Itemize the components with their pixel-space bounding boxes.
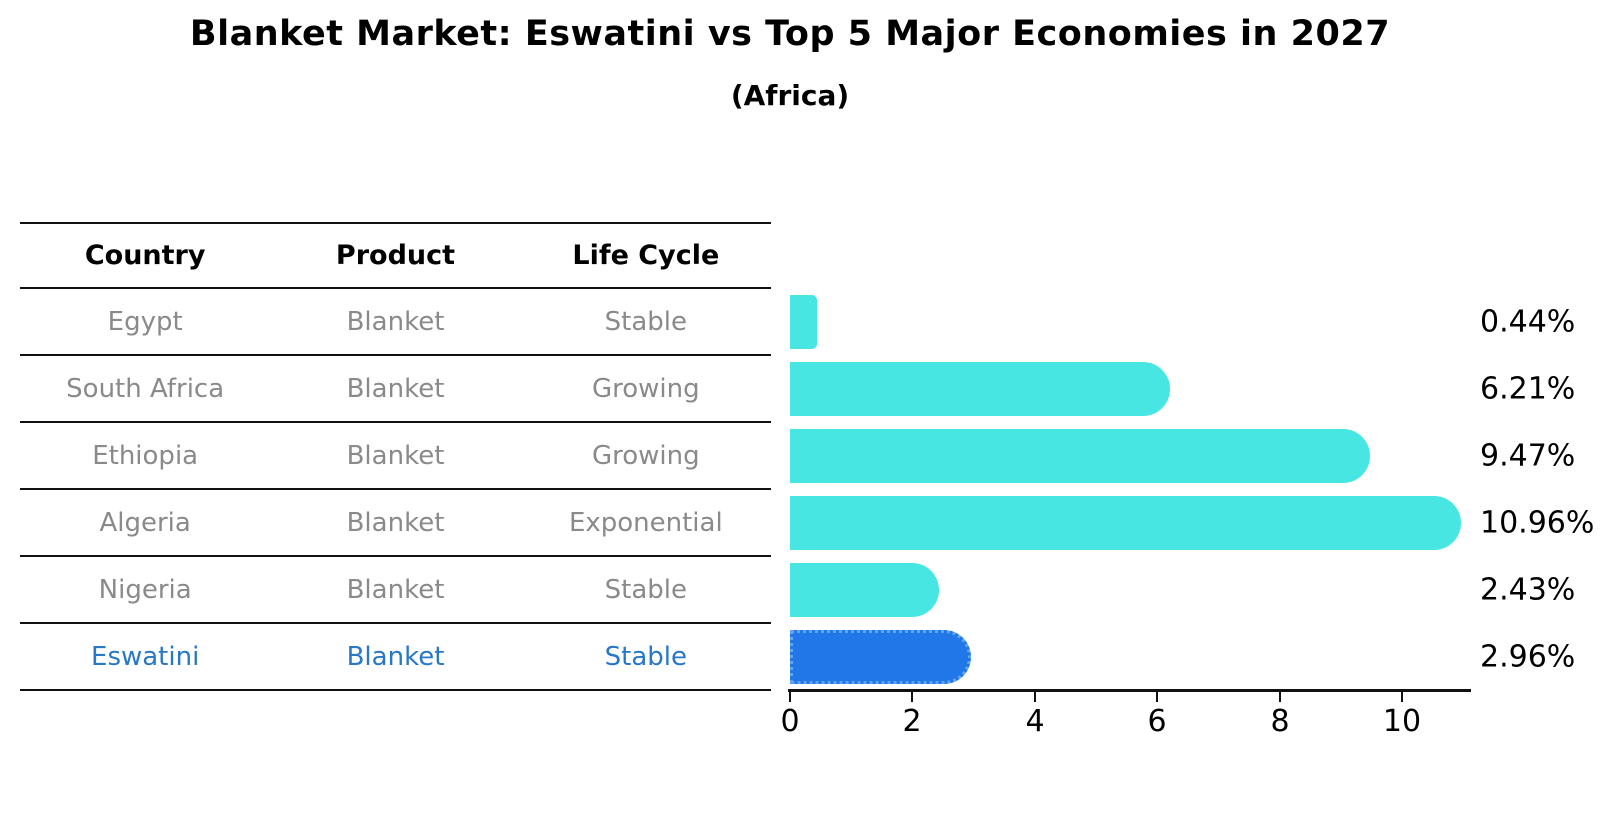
table-header-rule: [20, 287, 771, 289]
bar-nigeria: [790, 563, 939, 617]
table-row: South Africa Blanket Growing: [20, 355, 771, 422]
x-tick-label: 8: [1270, 704, 1290, 739]
country-cell: Egypt: [107, 306, 183, 337]
table-row-rule: [20, 421, 771, 423]
bar-ethiopia: [790, 429, 1370, 483]
column-header-product: Product: [335, 240, 456, 271]
product-cell: Blanket: [346, 373, 445, 404]
column-header-lifecycle: Life Cycle: [572, 240, 720, 271]
bar-eswatini: [790, 630, 971, 684]
lifecycle-cell: Growing: [591, 373, 700, 404]
x-tick-mark: [789, 692, 791, 702]
table-header-row: Country Product Life Cycle: [20, 223, 771, 288]
table-row: Nigeria Blanket Stable: [20, 556, 771, 623]
x-tick-label: 6: [1147, 704, 1167, 739]
table-row-rule: [20, 689, 771, 691]
value-label: 10.96%: [1480, 505, 1595, 540]
table-row: Algeria Blanket Exponential: [20, 489, 771, 556]
country-cell: Nigeria: [98, 574, 192, 605]
country-cell: South Africa: [66, 373, 225, 404]
table-row-rule: [20, 488, 771, 490]
x-tick-mark: [1279, 692, 1281, 702]
column-header-country: Country: [84, 240, 206, 271]
x-tick-label: 0: [780, 704, 800, 739]
chart-title: Blanket Market: Eswatini vs Top 5 Major …: [189, 14, 1391, 54]
product-cell: Blanket: [346, 641, 445, 672]
x-tick-mark: [1401, 692, 1403, 702]
country-cell: Algeria: [99, 507, 191, 538]
table-row: Egypt Blanket Stable: [20, 288, 771, 355]
table-row: Eswatini Blanket Stable: [20, 623, 771, 690]
x-tick-label: 10: [1382, 704, 1422, 739]
bar-algeria: [790, 496, 1461, 550]
value-label: 9.47%: [1480, 438, 1576, 473]
chart-subtitle: (Africa): [730, 79, 850, 112]
x-tick-mark: [1156, 692, 1158, 702]
country-cell: Ethiopia: [92, 440, 199, 471]
product-cell: Blanket: [346, 507, 445, 538]
lifecycle-cell: Stable: [604, 574, 687, 605]
product-cell: Blanket: [346, 306, 445, 337]
table-row-rule: [20, 555, 771, 557]
lifecycle-cell: Exponential: [568, 507, 723, 538]
x-tick-label: 2: [902, 704, 922, 739]
lifecycle-cell: Growing: [591, 440, 700, 471]
lifecycle-cell: Stable: [604, 306, 687, 337]
value-label: 0.44%: [1480, 304, 1576, 339]
value-label: 2.43%: [1480, 572, 1576, 607]
x-axis-line: [788, 689, 1471, 692]
product-cell: Blanket: [346, 574, 445, 605]
bar-egypt: [790, 295, 817, 349]
country-cell: Eswatini: [91, 641, 200, 672]
value-label: 6.21%: [1480, 371, 1576, 406]
table-row-rule: [20, 354, 771, 356]
product-cell: Blanket: [346, 440, 445, 471]
value-label: 2.96%: [1480, 639, 1576, 674]
table-row: Ethiopia Blanket Growing: [20, 422, 771, 489]
lifecycle-cell: Stable: [604, 641, 687, 672]
x-tick-mark: [911, 692, 913, 702]
x-tick-mark: [1034, 692, 1036, 702]
table-row-rule: [20, 622, 771, 624]
bar-south-africa: [790, 362, 1170, 416]
x-tick-label: 4: [1025, 704, 1045, 739]
table-top-rule: [20, 222, 771, 224]
